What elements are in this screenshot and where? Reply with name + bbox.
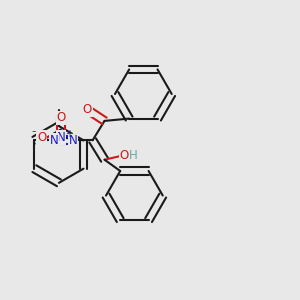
Text: O: O [37, 131, 46, 144]
Text: N: N [57, 131, 65, 144]
Text: O: O [119, 149, 129, 162]
Text: N: N [69, 134, 78, 147]
Text: -: - [31, 125, 36, 138]
Text: H: H [128, 149, 137, 162]
Text: +: + [65, 129, 74, 139]
Text: N: N [50, 134, 58, 147]
Text: O: O [56, 111, 66, 124]
Text: O: O [82, 103, 92, 116]
